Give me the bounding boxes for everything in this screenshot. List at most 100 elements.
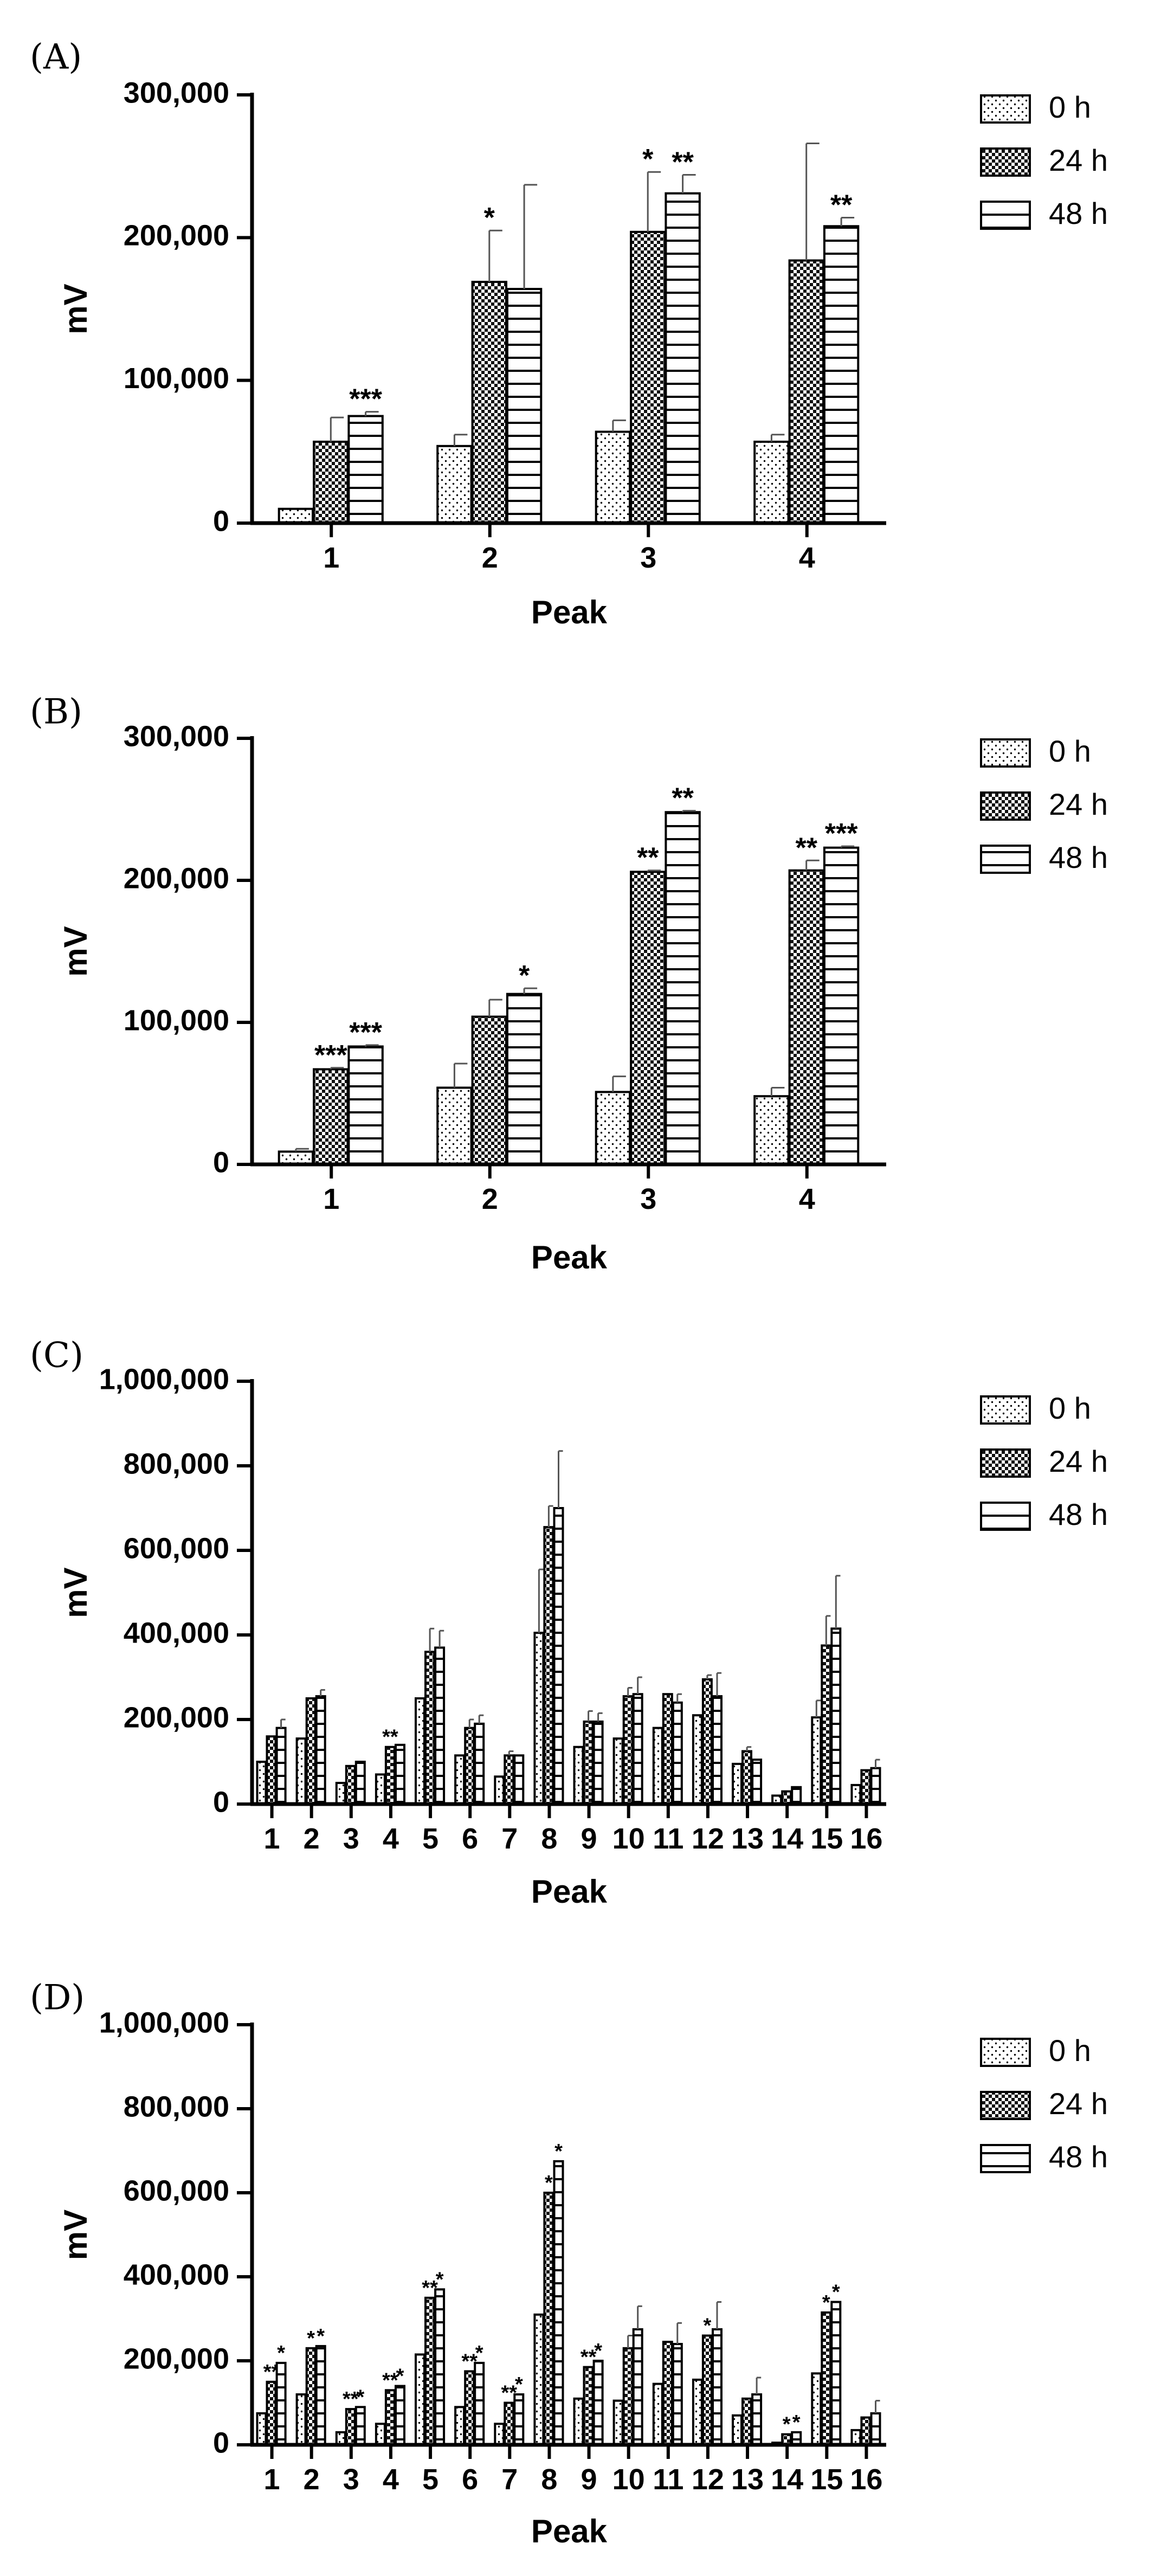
chart-panel-b: (B)***** ***********0100,000200,000300,00… [30,692,1108,1276]
bar [592,1720,604,1805]
bar [630,230,666,524]
legend-label: 24 h [1049,787,1108,821]
legend-swatch [980,1502,1031,1531]
bar [434,1646,446,1805]
bar [870,1767,881,1805]
significance-mark: *** [825,818,858,849]
x-tick-label: 15 [810,2463,843,2496]
chart-panel-d: (D)******************************0200,00… [30,1978,1108,2550]
bar [513,2393,525,2446]
bar [850,2429,862,2446]
y-tick-label: 200,000 [124,1701,229,1734]
x-tick-label: 11 [653,1822,683,1855]
bar [751,2393,763,2446]
x-tick-label: 12 [692,2463,724,2496]
y-axis-title: mV [57,284,94,334]
bar [506,993,543,1165]
bar [474,2361,485,2446]
significance-mark: * [642,144,654,175]
x-tick-label: 2 [482,1183,498,1215]
bar [434,2288,446,2446]
x-tick-label: 1 [323,542,339,574]
bar [375,1773,386,1805]
legend-swatch [980,147,1031,177]
x-axis-title: Peak [531,594,608,630]
bar [665,192,701,524]
legend-swatch [980,791,1031,821]
bar [395,1743,405,1806]
bar [791,1786,802,1806]
y-tick-label: 300,000 [124,76,229,109]
bar [278,1150,314,1165]
bar [506,288,543,524]
legend-label: 48 h [1049,840,1108,874]
bar [632,1693,643,1805]
bar [732,2414,743,2446]
bar [471,281,507,524]
significance-mark: * [519,960,530,991]
bar [415,2353,425,2446]
bar [533,2313,545,2446]
bar [751,1759,763,1806]
bar [665,811,701,1165]
bar [553,1507,564,1805]
bar [701,1678,713,1805]
bar [375,2423,386,2446]
significance-mark: ** [637,842,659,874]
x-tick-label: 15 [810,1822,843,1855]
bar [712,2328,723,2446]
y-tick-label: 300,000 [124,720,229,752]
bar [533,1632,545,1806]
x-tick-label: 13 [731,1822,764,1855]
significance-mark: * [277,2342,285,2365]
chart-panel-c: (C)**0200,000400,000600,000800,0001,000,… [30,1336,1108,1910]
legend-label: 48 h [1049,1497,1108,1531]
bar [573,1746,584,1805]
y-tick-label: 400,000 [124,2258,229,2291]
bar [811,1716,822,1806]
bar [870,2412,881,2446]
bar [553,2160,564,2446]
significance-mark: * [475,2342,483,2365]
x-tick-label: 1 [264,2463,280,2496]
significance-mark: *** [349,1017,382,1048]
x-axis-title: Peak [531,2513,608,2549]
bar [315,2345,326,2446]
y-tick-label: 800,000 [124,1447,229,1480]
x-tick-label: 16 [850,1822,882,1855]
bar [384,2389,396,2446]
bar [788,259,824,524]
legend-label: 24 h [1049,2086,1108,2121]
x-tick-label: 7 [501,2463,518,2496]
legend-swatch [980,738,1031,768]
bar [595,430,631,524]
bar [295,1737,307,1806]
significance-mark: * [822,2291,830,2314]
bar [354,1761,366,1805]
bar [464,2370,475,2446]
x-tick-label: 3 [343,1822,359,1855]
bar [266,1735,277,1805]
legend-swatch [980,1448,1031,1478]
legend-label: 48 h [1049,196,1108,230]
bar [395,2385,405,2446]
bar [345,1764,356,1806]
bar [335,1782,346,1805]
significance-mark: ** [795,832,817,864]
legend-label: 24 h [1049,143,1108,177]
panel-label: (A) [30,37,82,78]
x-tick-label: 8 [541,2463,557,2496]
bar [781,1790,792,1806]
x-tick-label: 3 [640,1183,656,1215]
significance-mark: * [307,2327,315,2350]
y-axis-title: mV [57,1567,94,1618]
bar [436,445,473,524]
y-tick-label: 100,000 [124,1004,229,1036]
bar [474,1722,485,1806]
legend-swatch [980,94,1031,124]
x-tick-label: 14 [771,2463,803,2496]
legend-swatch [980,845,1031,874]
bar [662,1693,673,1805]
